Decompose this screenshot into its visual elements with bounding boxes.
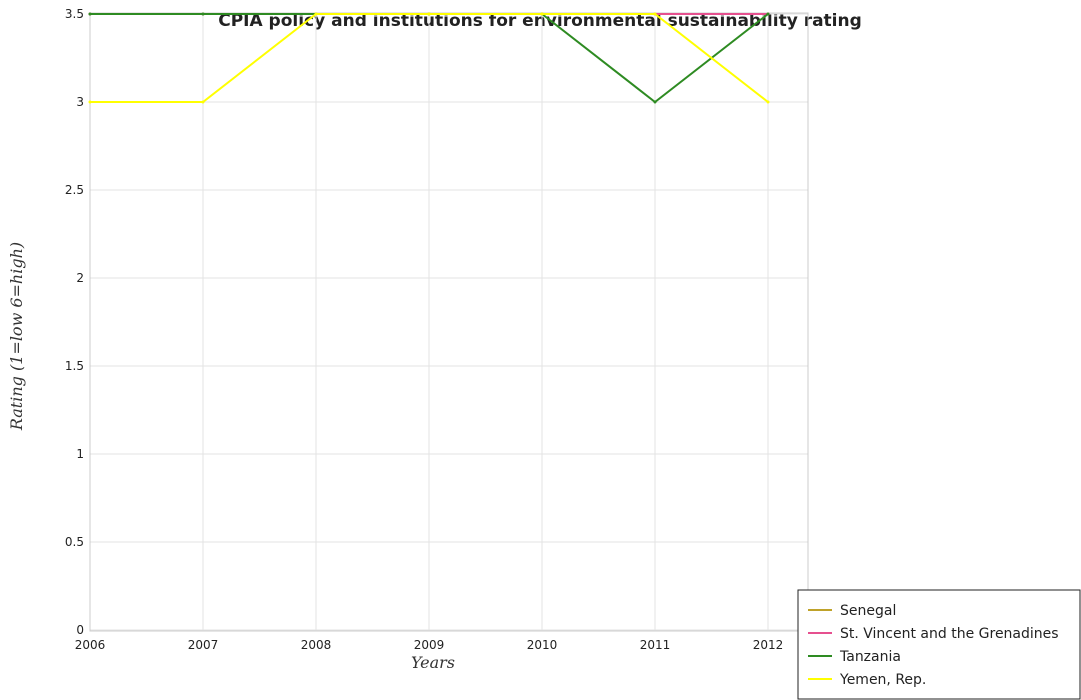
y-tick-label: 2 — [76, 271, 84, 285]
y-tick-label: 3 — [76, 95, 84, 109]
x-tick-label: 2006 — [75, 638, 106, 652]
y-tick-label: 0 — [76, 623, 84, 637]
legend-box — [797, 589, 1081, 700]
data-point — [314, 12, 318, 16]
x-tick-label: 2009 — [414, 638, 445, 652]
data-point — [653, 12, 657, 16]
chart-title: CPIA policy and institutions for environ… — [218, 11, 862, 31]
y-tick-label: 1 — [76, 447, 84, 461]
x-tick-label: 2007 — [188, 638, 219, 652]
legend-label: Tanzania — [839, 649, 901, 665]
data-point — [201, 12, 205, 16]
series-lines — [88, 12, 770, 104]
y-tick-label: 2.5 — [65, 183, 84, 197]
data-point — [201, 100, 205, 104]
grid — [89, 13, 808, 631]
y-ticks: 0 0.5 1 1.5 2 2.5 3 3.5 — [65, 7, 84, 637]
y-tick-label: 1.5 — [65, 359, 84, 373]
legend: Senegal St. Vincent and the Grenadines Tan… — [797, 589, 1081, 700]
legend-label: St. Vincent and the Grenadines — [840, 626, 1059, 642]
data-point — [427, 12, 431, 16]
data-point — [766, 100, 770, 104]
data-point — [540, 12, 544, 16]
x-tick-label: 2010 — [527, 638, 558, 652]
legend-label: Senegal — [840, 603, 896, 619]
x-tick-label: 2012 — [753, 638, 784, 652]
y-tick-label: 3.5 — [65, 7, 84, 21]
x-ticks: 2006 2007 2008 2009 2010 2011 2012 — [75, 638, 784, 652]
x-axis-label: Years — [411, 653, 455, 672]
data-point — [88, 100, 92, 104]
x-tick-label: 2008 — [301, 638, 332, 652]
data-point — [766, 12, 770, 16]
x-tick-label: 2011 — [640, 638, 671, 652]
legend-label: Yemen, Rep. — [839, 672, 926, 688]
plot-frame — [89, 12, 809, 632]
y-tick-label: 0.5 — [65, 535, 84, 549]
data-point — [653, 100, 657, 104]
data-point — [88, 12, 92, 16]
y-axis-label: Rating (1=low 6=high) — [7, 242, 26, 431]
